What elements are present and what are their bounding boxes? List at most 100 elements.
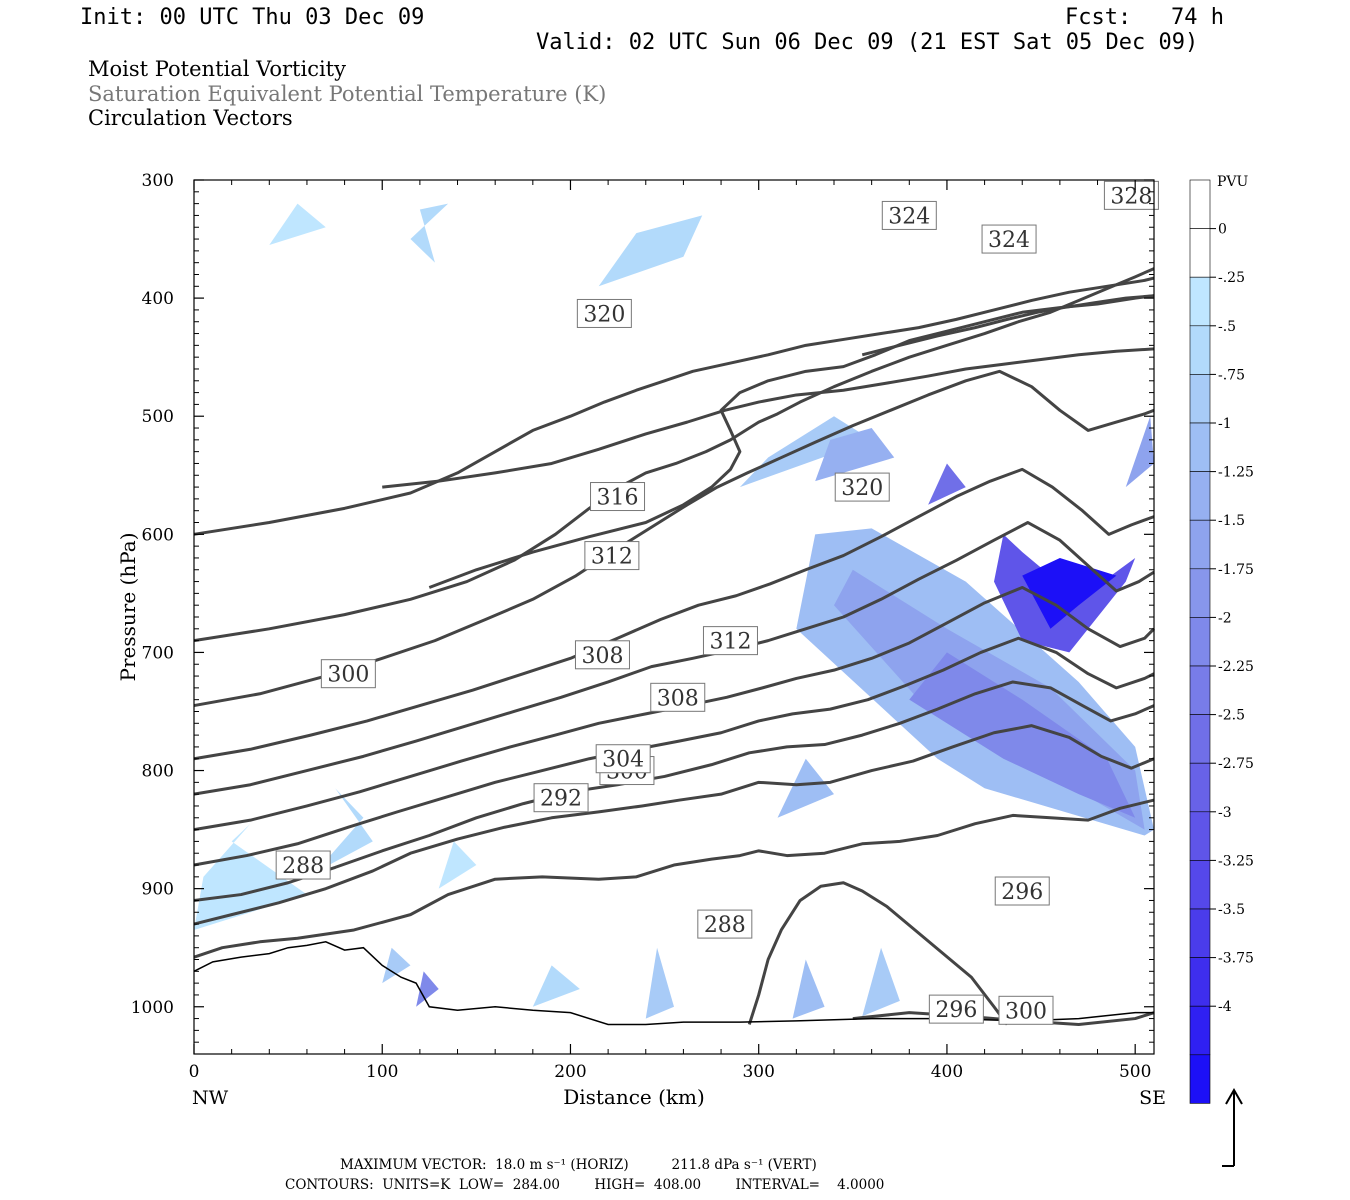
svg-text:292: 292 [540, 787, 582, 812]
colorbar-cell-0 [1189, 179, 1211, 229]
x-tick-label-300: 300 [742, 1062, 774, 1082]
colorbar-cell-12 [1189, 762, 1211, 813]
contour-info: CONTOURS: UNITS=K LOW= 284.00 HIGH= 408.… [285, 1177, 885, 1193]
colorbar-cell-1 [1189, 228, 1211, 278]
svg-text:300: 300 [327, 663, 369, 688]
contour-label-296-3: 296 [994, 876, 1050, 906]
contour-label-312-12: 312 [702, 626, 758, 656]
pv-patch-13 [1022, 557, 1117, 629]
theta-contour-320-11 [428, 294, 1155, 589]
svg-text:328: 328 [1110, 184, 1152, 209]
reference-vector [1222, 1087, 1243, 1167]
svg-text:304: 304 [602, 748, 644, 773]
pv-patch-3 [410, 203, 449, 263]
colorbar-cell-13 [1189, 811, 1211, 861]
x-tick-label-400: 400 [931, 1062, 963, 1082]
max-vector-note: MAXIMUM VECTOR: 18.0 m s⁻¹ (HORIZ) 211.8… [340, 1157, 817, 1173]
svg-text:308: 308 [581, 644, 623, 669]
colorbar-label-10: -2.5 [1218, 708, 1245, 724]
contour-label-292-2: 292 [533, 783, 589, 813]
contour-label-324-17: 324 [981, 224, 1037, 254]
contour-label-324-16: 324 [881, 200, 937, 230]
contour-label-320-14: 320 [576, 298, 632, 328]
theta-contour-288-1 [747, 881, 1009, 1026]
colorbar-label-16: -4 [1218, 999, 1232, 1015]
theta-contour-324-12 [193, 276, 1155, 536]
contour-label-308-9: 308 [574, 640, 630, 670]
pv-patch-2 [269, 203, 326, 245]
theta-contour-300-5 [193, 636, 1155, 867]
pv-patch-17 [532, 965, 580, 1007]
pv-patch-1 [306, 788, 373, 877]
contour-label-288-0: 288 [275, 850, 331, 880]
y-tick-label-600: 600 [142, 525, 174, 545]
theta-contour-308-7 [193, 521, 1155, 796]
colorbar-cell-18 [1189, 1054, 1211, 1104]
contour-label-320-15: 320 [834, 472, 890, 502]
svg-text:320: 320 [583, 302, 625, 327]
pv-patch-6 [739, 416, 872, 488]
contour-label-300-5: 300 [320, 659, 376, 689]
pv-patch-20 [862, 947, 900, 1017]
theta-contour-292-2 [193, 724, 1155, 926]
colorbar-label-5: -1.25 [1218, 465, 1254, 481]
x-tick-label-0: 0 [189, 1062, 200, 1082]
pv-patch-15 [382, 947, 411, 984]
colorbar-cell-2 [1189, 276, 1211, 327]
svg-text:300: 300 [1005, 999, 1047, 1024]
contour-label-312-11: 312 [584, 541, 640, 571]
pv-patch-10 [909, 652, 1136, 818]
title-theta-es: Saturation Equivalent Potential Temperat… [88, 82, 607, 106]
colorbar-label-3: -.75 [1218, 367, 1245, 383]
colorbar-label-0: 0 [1218, 222, 1227, 238]
y-tick-label-700: 700 [142, 643, 174, 663]
svg-text:312: 312 [709, 630, 751, 655]
y-tick-label-500: 500 [142, 407, 174, 427]
colorbar-label-1: -.25 [1218, 270, 1245, 286]
colorbar-label-13: -3.25 [1218, 853, 1254, 869]
pv-shading-layer [194, 203, 1154, 1019]
y-tick-label-300: 300 [142, 171, 174, 191]
x-end-label-right: SE [1139, 1087, 1166, 1109]
contour-label-304-8: 304 [595, 744, 651, 774]
x-tick-label-500: 500 [1119, 1062, 1151, 1082]
colorbar-label-9: -2.25 [1218, 659, 1254, 675]
x-axis-label: Distance (km) [563, 1085, 705, 1109]
colorbar-cell-8 [1189, 568, 1211, 618]
colorbar-cell-3 [1189, 325, 1211, 375]
y-tick-label-800: 800 [142, 762, 174, 782]
colorbar-label-8: -2 [1218, 610, 1232, 626]
contour-label-layer: 2882882922962963003003003043083083123123… [275, 180, 1159, 1025]
theta-contour-324-13 [382, 347, 1155, 489]
y-tick-label-400: 400 [142, 289, 174, 309]
x-tick-label-100: 100 [366, 1062, 398, 1082]
theta-contour-layer [193, 267, 1156, 1026]
pv-patch-11 [928, 463, 966, 505]
contour-label-328-18: 328 [1103, 180, 1159, 210]
colorbar-cell-9 [1189, 617, 1211, 667]
svg-text:316: 316 [597, 486, 639, 511]
contour-label-288-1: 288 [697, 909, 753, 939]
theta-contour-288-0 [193, 798, 1155, 959]
reference-vector-arrowhead [1225, 1087, 1243, 1105]
svg-text:324: 324 [888, 204, 930, 229]
theta-contour-312-8 [193, 467, 1155, 761]
terrain-surface-line [193, 941, 1154, 1026]
y-tick-label-1000: 1000 [131, 998, 174, 1018]
colorbar-label-7: -1.75 [1218, 562, 1254, 578]
theta-contour-316-9 [193, 369, 1155, 708]
init-time: Init: 00 UTC Thu 03 Dec 09 [80, 5, 425, 30]
title-vectors: Circulation Vectors [88, 106, 293, 130]
pv-patch-18 [645, 947, 674, 1019]
contour-label-316-13: 316 [590, 482, 646, 512]
y-tick-label-900: 900 [142, 880, 174, 900]
colorbar-label-6: -1.5 [1218, 513, 1245, 529]
svg-text:296: 296 [935, 998, 977, 1023]
x-tick-label-200: 200 [554, 1062, 586, 1082]
colorbar-label-2: -.5 [1218, 319, 1236, 335]
pv-patch-14 [1125, 416, 1154, 488]
colorbar-cell-6 [1189, 471, 1211, 521]
colorbar-cell-10 [1189, 665, 1211, 715]
theta-contour-320-10 [193, 267, 1155, 643]
colorbar-cell-14 [1189, 860, 1211, 910]
